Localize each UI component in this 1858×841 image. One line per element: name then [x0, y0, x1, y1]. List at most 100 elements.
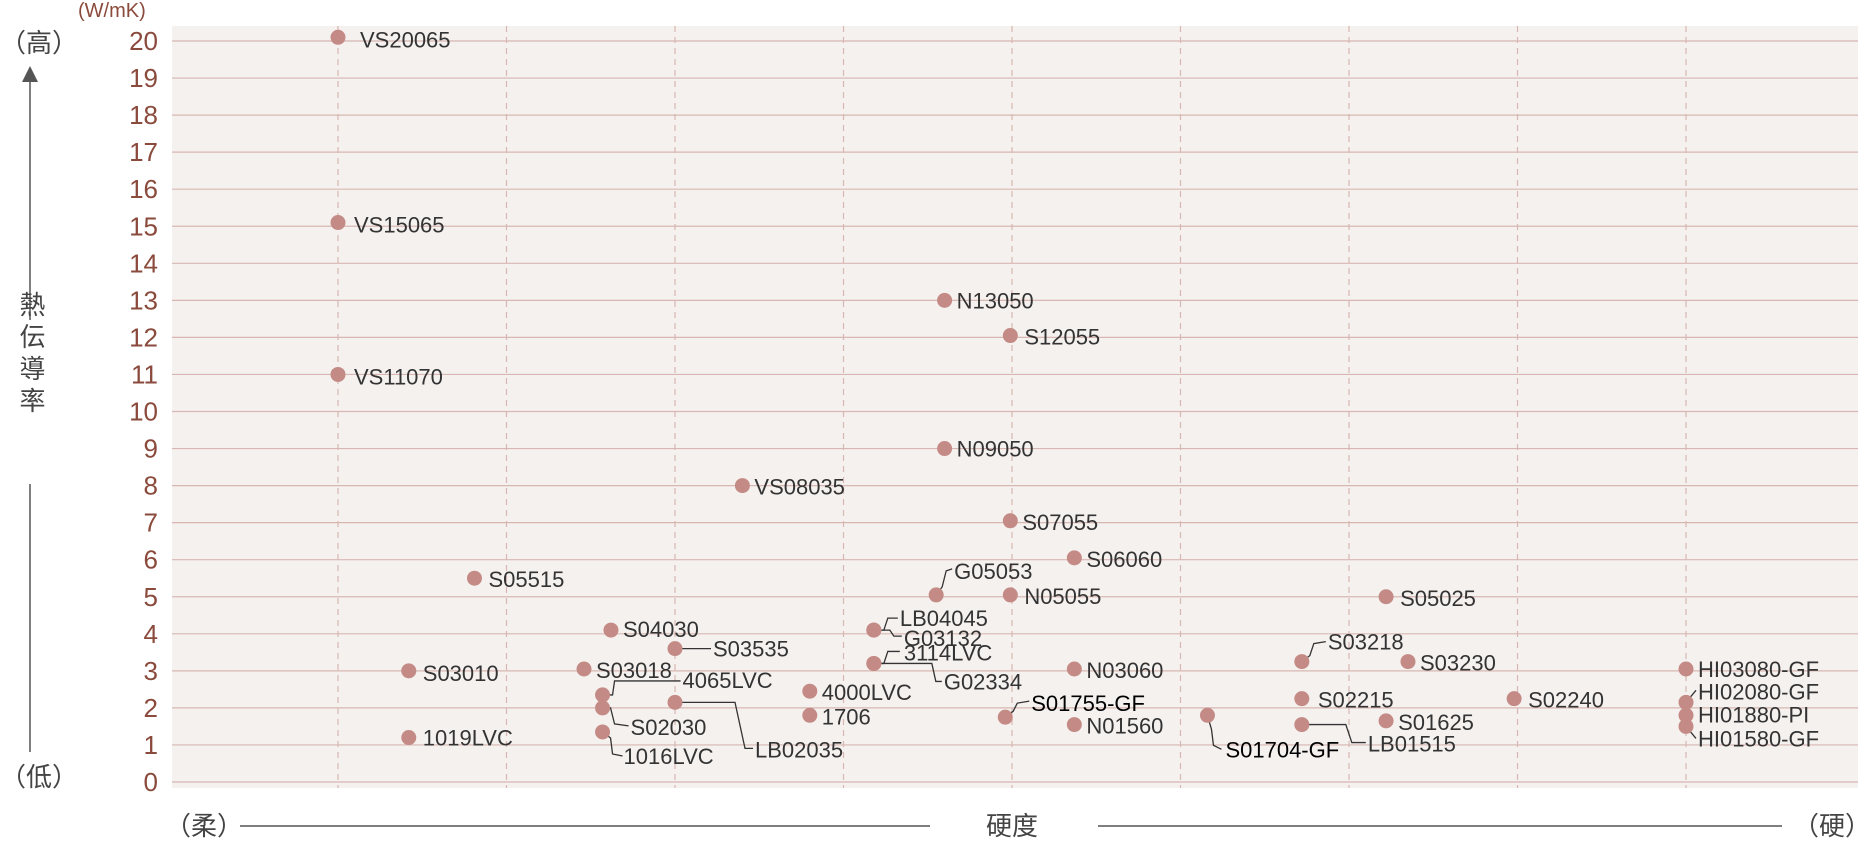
- point-label: S01704-GF: [1225, 737, 1339, 762]
- y-tick-label: 3: [144, 656, 158, 686]
- point-label: N05055: [1024, 584, 1101, 609]
- point-label: S03010: [423, 661, 499, 686]
- point-label: 1706: [822, 704, 871, 729]
- point-label: S07055: [1022, 510, 1098, 535]
- y-tick-label: 2: [144, 693, 158, 723]
- y-tick-label: 13: [129, 285, 158, 315]
- point-label: S05025: [1400, 586, 1476, 611]
- label-leader-line: [675, 701, 753, 749]
- y-tick-label: 20: [129, 26, 158, 56]
- point-label: G02334: [944, 669, 1022, 694]
- point-label: LB01515: [1368, 732, 1456, 757]
- data-point: [1294, 691, 1310, 707]
- data-point: [1066, 550, 1082, 566]
- point-label: 4065LVC: [683, 668, 773, 693]
- point-label: S02215: [1318, 688, 1394, 713]
- y-tick-label: 5: [144, 582, 158, 612]
- point-label: S01625: [1398, 710, 1474, 735]
- label-leader-line: [873, 662, 942, 683]
- data-point: [1400, 654, 1416, 670]
- point-label: LB04045: [900, 606, 988, 631]
- y-tick-label: 6: [144, 545, 158, 575]
- point-label: S12055: [1024, 325, 1100, 350]
- data-point: [667, 641, 683, 657]
- data-point: [330, 366, 346, 382]
- y-unit-label: (W/mK): [78, 0, 146, 22]
- point-label: N01560: [1086, 714, 1163, 739]
- point-label: 3114LVC: [904, 640, 993, 665]
- y-tick-label: 12: [129, 322, 158, 352]
- x-axis-title: 硬度: [986, 812, 1038, 841]
- point-label: 1019LVC: [423, 726, 513, 751]
- data-point: [937, 292, 953, 308]
- y-tick-label: 8: [144, 471, 158, 501]
- y-tick-label: 15: [129, 211, 158, 241]
- data-point: [928, 587, 944, 603]
- point-label: S02030: [631, 715, 707, 740]
- point-label: N09050: [957, 437, 1034, 462]
- y-tick-label: 7: [144, 508, 158, 538]
- point-label: VS11070: [354, 364, 443, 389]
- point-label: S05515: [488, 567, 564, 592]
- data-point: [595, 687, 611, 703]
- data-point: [1678, 661, 1694, 677]
- point-label: G03132: [904, 626, 982, 651]
- y-high-label: （高）: [0, 29, 78, 59]
- data-point: [595, 700, 611, 716]
- point-label: 4000LVC: [822, 680, 912, 705]
- y-tick-label: 14: [129, 248, 158, 278]
- data-point: [466, 570, 482, 586]
- point-label: LB02035: [755, 737, 843, 762]
- data-point: [937, 441, 953, 457]
- point-label: S03230: [1420, 651, 1496, 676]
- data-point: [734, 478, 750, 494]
- y-tick-label: 17: [129, 137, 158, 167]
- point-label: 1016LVC: [624, 744, 714, 769]
- data-point: [997, 709, 1013, 725]
- data-point: [1002, 328, 1018, 344]
- up-arrow-icon: [22, 66, 38, 82]
- data-point: [330, 215, 346, 231]
- data-point: [1678, 718, 1694, 734]
- point-label: S03535: [713, 637, 789, 662]
- y-tick-label: 18: [129, 100, 158, 130]
- y-tick-label: 0: [144, 767, 158, 797]
- point-label: S01755-GF: [1031, 691, 1145, 716]
- point-label: HI01880-PI: [1698, 702, 1809, 727]
- point-label: HI02080-GF: [1698, 679, 1819, 704]
- data-point: [866, 622, 882, 638]
- label-leader-line: [873, 629, 902, 637]
- point-label: VS20065: [360, 27, 451, 52]
- data-point: [1066, 661, 1082, 677]
- data-point: [866, 655, 882, 671]
- y-tick-label: 10: [129, 397, 158, 427]
- data-point: [1199, 707, 1215, 723]
- data-point: [667, 694, 683, 710]
- data-point: [802, 707, 818, 723]
- data-point: [401, 730, 417, 746]
- y-tick-label: 4: [144, 619, 158, 649]
- y-tick-label: 9: [144, 434, 158, 464]
- x-soft-label: （柔）: [165, 812, 243, 841]
- data-point: [1294, 717, 1310, 733]
- data-point: [1378, 713, 1394, 729]
- data-point: [1678, 694, 1694, 710]
- y-tick-label: 19: [129, 63, 158, 93]
- y-axis-title: 熱伝導率: [15, 291, 45, 419]
- data-point: [595, 724, 611, 740]
- x-hard-label: （硬）: [1793, 812, 1858, 841]
- data-point: [1294, 654, 1310, 670]
- data-point: [1002, 587, 1018, 603]
- point-label: N13050: [957, 288, 1034, 313]
- data-point: [330, 29, 346, 45]
- y-tick-label: 11: [131, 359, 158, 389]
- point-label: S03018: [596, 658, 672, 683]
- point-label: S04030: [623, 617, 699, 642]
- point-label: N03060: [1086, 658, 1163, 683]
- point-label: S06060: [1086, 547, 1162, 572]
- data-point: [1066, 717, 1082, 733]
- data-point: [1506, 691, 1522, 707]
- point-label: G05053: [954, 559, 1032, 584]
- data-point: [1378, 589, 1394, 605]
